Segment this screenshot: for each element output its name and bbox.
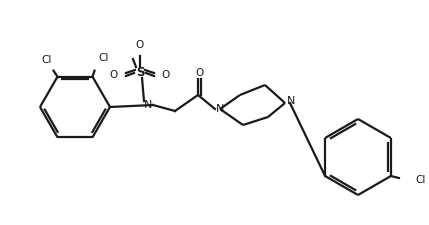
Text: Cl: Cl — [99, 53, 109, 63]
Text: O: O — [162, 70, 170, 80]
Text: O: O — [195, 68, 203, 78]
Text: Cl: Cl — [415, 175, 425, 185]
Text: O: O — [110, 70, 118, 80]
Text: N: N — [287, 96, 295, 106]
Text: O: O — [136, 40, 144, 50]
Text: S: S — [136, 67, 144, 79]
Text: N: N — [144, 100, 152, 110]
Text: Cl: Cl — [42, 55, 52, 65]
Text: N: N — [216, 104, 224, 114]
